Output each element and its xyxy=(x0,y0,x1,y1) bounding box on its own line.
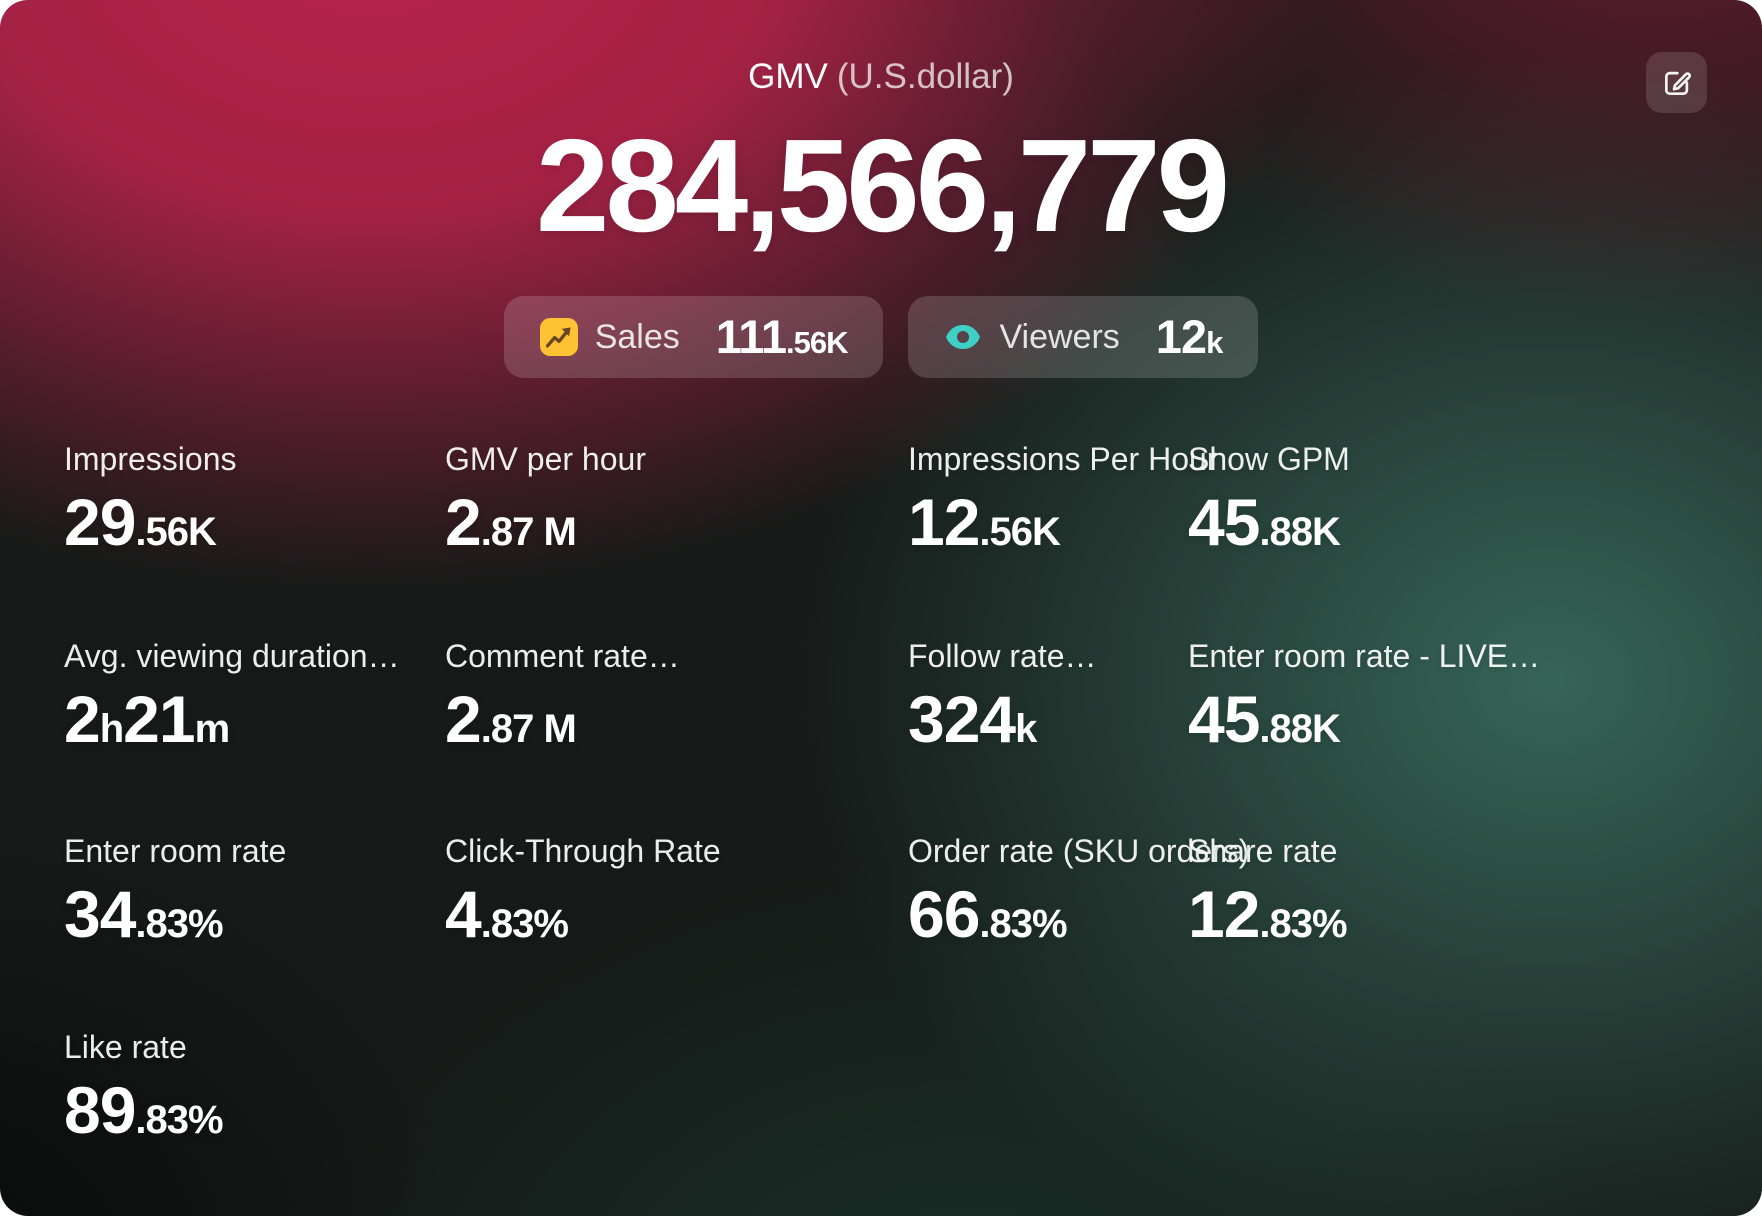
metric-value-part: 89 xyxy=(64,1073,136,1147)
metric-cell: Follow rate… 324 k xyxy=(908,635,1097,752)
metric-label: Like rate xyxy=(64,1029,187,1065)
metric-cell: Click-Through Rate 4.83% xyxy=(445,830,721,947)
metric-value: 34.83% xyxy=(64,877,286,951)
metric-value-part: 2 xyxy=(445,682,482,756)
summary-badges: Sales 111.56K Viewers 12 k xyxy=(0,296,1762,378)
metric-label: GMV per hour xyxy=(445,441,646,477)
sales-badge-label: Sales xyxy=(594,317,680,356)
metric-value: 12.56K xyxy=(908,485,1217,559)
metric-value-part: 4 xyxy=(445,877,482,951)
sales-badge: Sales 111.56K xyxy=(503,296,884,378)
metric-label: Impressions Per Hour xyxy=(908,441,1218,477)
sales-value-minor: .56K xyxy=(785,325,848,360)
metric-value-part: .56K xyxy=(135,510,216,554)
metric-value: 45.88K xyxy=(1188,485,1350,559)
metric-label: Order rate (SKU orders) xyxy=(908,833,1250,869)
metric-value-part: .87 M xyxy=(480,510,577,554)
metric-label: Click-Through Rate xyxy=(445,833,721,869)
metric-label: Enter room rate xyxy=(64,833,287,869)
metric-value-part: 66 xyxy=(908,877,980,951)
metric-value-part: .88K xyxy=(1259,510,1340,554)
title-currency-unit: (U.S.dollar) xyxy=(836,57,1014,96)
metric-value-part: 12 xyxy=(908,485,980,559)
metric-value: 89.83% xyxy=(64,1073,224,1147)
metric-value-part: .56K xyxy=(979,510,1060,554)
metric-cell: Avg. viewing duration… 2 h 21 m xyxy=(64,635,400,752)
metric-value-part: .83% xyxy=(979,902,1067,946)
metric-value-part: 45 xyxy=(1188,682,1260,756)
metric-value: 12.83% xyxy=(1188,877,1348,951)
metric-value-part: k xyxy=(1015,707,1037,751)
title-text: GMV xyxy=(748,57,828,96)
metric-value: 4.83% xyxy=(445,877,721,951)
metric-value-part: .83% xyxy=(135,1098,223,1142)
metric-label: Share rate xyxy=(1188,833,1338,869)
metric-value: 66.83% xyxy=(908,877,1249,951)
metric-value: 29.56K xyxy=(64,485,237,559)
metric-label: Follow rate… xyxy=(908,638,1097,674)
metric-cell: Enter room rate 34.83% xyxy=(64,830,286,947)
metric-value: 2 h 21 m xyxy=(64,682,400,756)
viewers-badge: Viewers 12 k xyxy=(908,296,1259,378)
metric-label: Enter room rate - LIVE… xyxy=(1188,638,1541,674)
metric-value-part: 2 xyxy=(445,485,482,559)
metric-value-part: .83% xyxy=(135,902,223,946)
metric-value-part: 29 xyxy=(64,485,136,559)
metric-value: 324 k xyxy=(908,682,1097,756)
metric-label: Impressions xyxy=(64,441,237,477)
sales-trending-up-icon xyxy=(539,318,578,356)
metric-cell: Share rate 12.83% xyxy=(1188,830,1348,951)
metric-value-part: 45 xyxy=(1188,485,1260,559)
viewers-eye-icon xyxy=(944,318,982,356)
metric-cell: Order rate (SKU orders) 66.83% xyxy=(908,830,1249,947)
metric-value-part: 21 xyxy=(123,682,195,756)
edit-button[interactable] xyxy=(1646,52,1707,113)
metric-cell: Show GPM 45.88K xyxy=(1188,438,1350,555)
metric-value-part: .88K xyxy=(1259,707,1340,751)
viewers-value-minor: k xyxy=(1206,325,1223,360)
metric-value-part: .83% xyxy=(1259,902,1347,946)
edit-square-icon xyxy=(1661,67,1693,99)
viewers-value-major: 12 xyxy=(1155,310,1207,363)
metric-value: 2.87 M xyxy=(445,485,646,559)
metric-value-part: 2 xyxy=(64,682,101,756)
metric-value-part: 34 xyxy=(64,877,136,951)
metric-value: 45.88K xyxy=(1188,682,1540,756)
metric-value-part: 324 xyxy=(908,682,1016,756)
metric-value-part: 12 xyxy=(1188,877,1260,951)
viewers-badge-value: 12 k xyxy=(1155,310,1224,363)
gmv-total-value: 284,566,779 xyxy=(535,112,1230,259)
metric-cell: Impressions 29.56K xyxy=(64,438,237,555)
metric-cell: GMV per hour 2.87 M xyxy=(445,438,646,555)
metric-label: Comment rate… xyxy=(445,638,680,674)
page-title: GMV (U.S.dollar) xyxy=(0,56,1762,98)
metric-value-part: .87 M xyxy=(480,707,577,751)
metric-value: 2.87 M xyxy=(445,682,680,756)
metric-value-part: h xyxy=(99,707,124,751)
metric-label: Avg. viewing duration… xyxy=(64,638,400,674)
metric-label: Show GPM xyxy=(1188,441,1350,477)
metric-cell: Enter room rate - LIVE… 45.88K xyxy=(1188,635,1540,752)
metric-value-part: m xyxy=(194,707,231,751)
metric-cell: Impressions Per Hour 12.56K xyxy=(908,438,1217,555)
sales-badge-value: 111.56K xyxy=(715,310,849,363)
viewers-badge-label: Viewers xyxy=(999,317,1120,356)
metric-cell: Comment rate… 2.87 M xyxy=(445,635,680,752)
sales-value-major: 111 xyxy=(715,310,787,363)
metric-value-part: .83% xyxy=(480,902,569,946)
metric-cell: Like rate 89.83% xyxy=(64,1026,224,1147)
